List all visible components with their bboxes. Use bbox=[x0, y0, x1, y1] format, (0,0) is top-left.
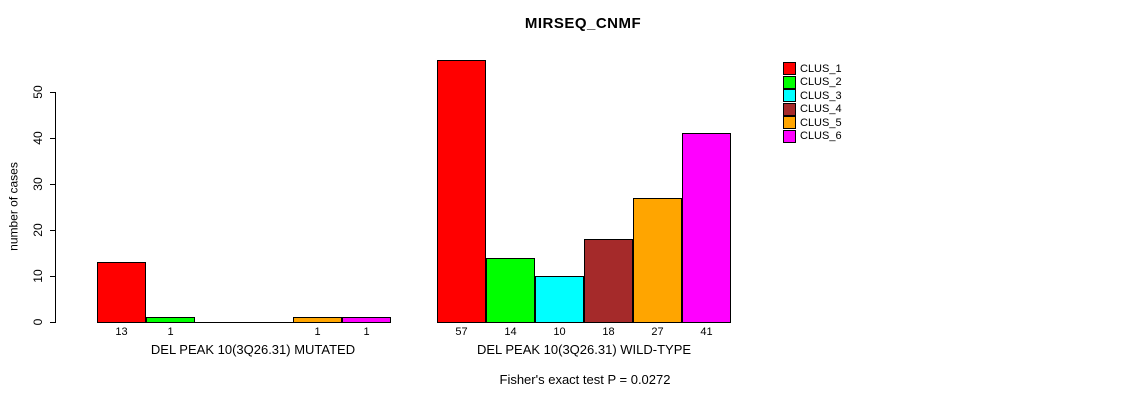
fisher-test-annotation: Fisher's exact test P = 0.0272 bbox=[499, 372, 671, 387]
y-tick-label: 20 bbox=[31, 223, 45, 237]
chart-title: MIRSEQ_CNMF bbox=[524, 15, 642, 32]
bar-clus_1 bbox=[97, 262, 146, 323]
legend-label: CLUS_1 bbox=[800, 62, 842, 75]
y-tick-mark bbox=[50, 138, 56, 139]
x-axis-label-wild-type: DEL PEAK 10(3Q26.31) WILD-TYPE bbox=[476, 342, 692, 357]
bar-clus_5 bbox=[633, 198, 682, 323]
legend-label: CLUS_3 bbox=[800, 89, 842, 102]
legend-item-clus_5: CLUS_5 bbox=[783, 116, 842, 130]
legend-swatch bbox=[783, 75, 796, 89]
bar-value-label: 14 bbox=[504, 326, 517, 338]
legend-item-clus_2: CLUS_2 bbox=[783, 75, 842, 90]
legend-swatch bbox=[783, 102, 796, 116]
y-tick-mark bbox=[50, 230, 56, 231]
bar-clus_4 bbox=[584, 239, 633, 323]
bar-clus_5 bbox=[293, 317, 342, 323]
bar-value-label: 27 bbox=[651, 326, 664, 338]
bar-group-mutated: 13 1 1 1 bbox=[97, 0, 391, 400]
bar-value-label: 13 bbox=[115, 326, 128, 338]
bar-value-label: 10 bbox=[553, 326, 566, 338]
bar-clus_1 bbox=[437, 60, 486, 323]
y-tick-mark bbox=[50, 276, 56, 277]
baseline bbox=[97, 322, 391, 323]
legend-label: CLUS_2 bbox=[800, 76, 842, 89]
bar-clus_3 bbox=[535, 276, 584, 323]
bar-clus_2 bbox=[486, 258, 535, 323]
y-tick-label: 0 bbox=[31, 318, 45, 326]
legend-item-clus_4: CLUS_4 bbox=[783, 102, 842, 117]
bar-clus_6 bbox=[682, 133, 731, 323]
legend-label: CLUS_5 bbox=[800, 116, 842, 129]
y-axis-line bbox=[55, 92, 56, 323]
bar-value-label: 57 bbox=[455, 326, 468, 338]
y-tick-mark bbox=[50, 92, 56, 93]
bar-clus_2 bbox=[146, 317, 195, 323]
y-tick-mark bbox=[50, 184, 56, 185]
legend-swatch bbox=[783, 89, 796, 103]
bar-group-wild-type: 57 14 10 18 27 41 bbox=[437, 0, 731, 400]
legend-label: CLUS_4 bbox=[800, 103, 842, 116]
bar-value-label: 1 bbox=[363, 326, 370, 338]
bar-value-label: 1 bbox=[167, 326, 174, 338]
legend-item-clus_6: CLUS_6 bbox=[783, 129, 842, 144]
legend-item-clus_3: CLUS_3 bbox=[783, 89, 842, 103]
y-axis-title: number of cases bbox=[6, 162, 21, 251]
bar-value-label: 41 bbox=[700, 326, 713, 338]
x-axis-label-mutated: DEL PEAK 10(3Q26.31) MUTATED bbox=[150, 342, 356, 357]
bar-value-label: 1 bbox=[314, 326, 321, 338]
legend-swatch bbox=[783, 62, 796, 76]
y-tick-mark bbox=[50, 322, 56, 323]
legend-swatch bbox=[783, 129, 796, 143]
legend-swatch bbox=[783, 116, 796, 130]
legend-label: CLUS_6 bbox=[800, 130, 842, 143]
y-tick-label: 40 bbox=[31, 131, 45, 145]
y-tick-label: 10 bbox=[31, 269, 45, 283]
bar-value-label: 18 bbox=[602, 326, 615, 338]
legend: CLUS_1 CLUS_2 CLUS_3 CLUS_4 CLUS_5 CLUS_6 bbox=[783, 62, 842, 143]
y-tick-label: 50 bbox=[31, 85, 45, 99]
legend-item-clus_1: CLUS_1 bbox=[783, 62, 842, 76]
y-tick-label: 30 bbox=[31, 177, 45, 191]
bar-clus_6 bbox=[342, 317, 391, 323]
